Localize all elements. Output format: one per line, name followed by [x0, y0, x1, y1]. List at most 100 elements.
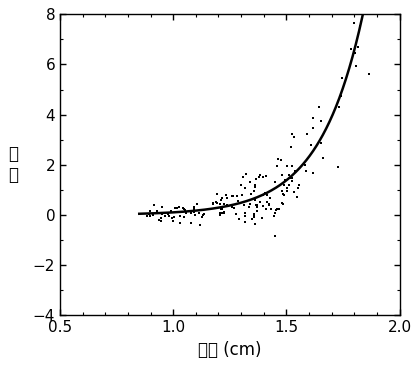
Point: [316, 104, 323, 110]
Point: [198, 214, 205, 219]
Point: [338, 93, 345, 99]
Point: [310, 170, 317, 175]
Point: [251, 189, 258, 195]
Point: [210, 200, 216, 206]
Point: [290, 189, 297, 195]
Point: [303, 168, 310, 174]
Point: [318, 118, 325, 124]
Point: [259, 174, 266, 179]
Point: [310, 115, 316, 121]
Point: [351, 20, 358, 26]
Point: [294, 195, 300, 200]
Point: [308, 142, 315, 148]
Point: [334, 164, 341, 170]
Point: [302, 162, 308, 168]
Point: [256, 174, 263, 180]
Point: [146, 211, 152, 217]
Point: [223, 202, 230, 208]
Point: [284, 163, 290, 169]
Point: [164, 211, 171, 217]
Point: [278, 200, 285, 206]
Point: [191, 204, 197, 210]
Point: [217, 212, 224, 218]
Point: [275, 156, 282, 162]
Point: [268, 207, 275, 212]
Point: [284, 188, 290, 194]
Point: [233, 211, 240, 217]
Point: [177, 212, 184, 218]
Point: [240, 174, 247, 180]
Point: [180, 205, 186, 211]
Point: [213, 199, 219, 205]
Point: [351, 50, 358, 55]
Point: [168, 215, 175, 221]
Point: [249, 217, 256, 222]
Point: [214, 200, 220, 206]
Point: [218, 197, 225, 203]
Point: [310, 125, 317, 131]
Point: [272, 210, 279, 216]
Point: [275, 206, 282, 212]
Point: [265, 202, 272, 208]
Point: [295, 185, 302, 191]
Point: [357, 23, 363, 29]
Point: [182, 207, 189, 213]
Point: [246, 201, 253, 207]
Point: [271, 233, 278, 239]
Point: [190, 206, 197, 212]
Point: [283, 185, 290, 191]
Point: [147, 208, 153, 214]
Point: [245, 204, 252, 210]
Point: [241, 212, 248, 218]
Point: [279, 172, 286, 178]
Point: [288, 131, 295, 137]
Point: [241, 202, 248, 208]
Point: [259, 203, 266, 209]
Point: [252, 177, 259, 182]
Point: [274, 206, 281, 212]
Point: [261, 190, 268, 196]
Point: [200, 212, 207, 218]
Point: [304, 131, 311, 137]
Point: [253, 202, 260, 208]
Point: [273, 207, 279, 213]
Point: [170, 218, 176, 224]
Point: [263, 173, 270, 179]
Point: [183, 210, 189, 216]
Point: [196, 222, 203, 228]
Point: [230, 193, 236, 199]
Point: [162, 213, 168, 219]
Point: [192, 212, 199, 218]
Point: [176, 204, 183, 210]
Point: [216, 210, 223, 216]
Point: [288, 144, 294, 150]
Point: [364, 5, 370, 11]
Point: [256, 199, 263, 205]
Point: [158, 218, 164, 224]
Point: [165, 213, 172, 219]
Point: [279, 201, 286, 207]
Point: [218, 206, 225, 212]
Point: [239, 192, 246, 198]
Point: [236, 216, 243, 222]
Point: [250, 211, 257, 217]
Point: [159, 204, 165, 210]
Point: [223, 192, 229, 198]
Point: [253, 208, 260, 214]
Point: [278, 157, 284, 163]
Point: [339, 76, 346, 81]
Point: [262, 206, 269, 211]
Point: [231, 205, 238, 211]
Point: [218, 195, 225, 201]
Point: [191, 209, 197, 215]
Point: [257, 172, 263, 178]
Point: [264, 199, 271, 205]
Point: [149, 212, 156, 218]
Point: [264, 192, 271, 198]
Point: [280, 191, 286, 197]
Point: [259, 192, 266, 198]
Point: [242, 171, 249, 177]
Point: [177, 221, 184, 226]
Point: [242, 185, 249, 190]
Point: [267, 195, 273, 201]
